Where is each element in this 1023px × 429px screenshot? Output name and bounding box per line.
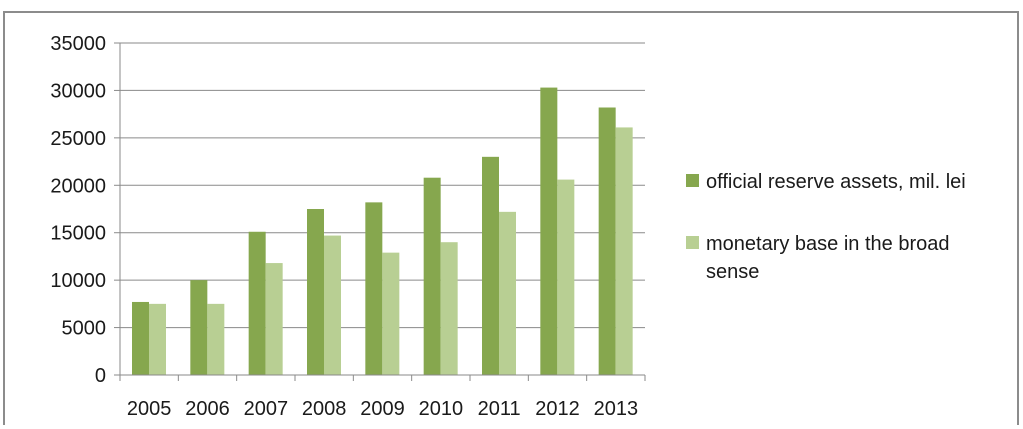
bar-monetary-base: [382, 252, 400, 375]
x-tick-label: 2006: [185, 398, 230, 420]
bar-official-reserve-assets: [423, 177, 441, 375]
bar-monetary-base: [324, 235, 341, 375]
legend-swatch: [686, 174, 699, 187]
bar-monetary-base: [265, 263, 283, 375]
y-tick-label: 10000: [50, 270, 106, 292]
x-tick-label: 2007: [244, 398, 289, 420]
legend-label: sense: [706, 261, 759, 283]
bar-official-reserve-assets: [482, 156, 499, 375]
bar-official-reserve-assets: [598, 107, 616, 375]
bar-monetary-base: [557, 179, 575, 375]
legend-label: official reserve assets, mil. lei: [706, 171, 966, 193]
y-tick-label: 20000: [50, 175, 106, 197]
y-axis-ticks: 0 5000 10000 15000 20000 25000 30000 35000: [50, 33, 106, 387]
axes: [114, 42, 646, 381]
bar-official-reserve-assets: [365, 202, 383, 375]
y-tick-label: 30000: [50, 80, 106, 102]
x-tick-label: 2013: [594, 398, 639, 420]
x-tick-label: 2008: [302, 398, 347, 420]
x-tick-label: 2005: [127, 398, 172, 420]
y-tick-label: 0: [95, 365, 106, 387]
bar-official-reserve-assets: [132, 301, 149, 375]
bar-monetary-base: [440, 242, 458, 375]
bar-official-reserve-assets: [540, 87, 558, 375]
bar-monetary-base: [499, 211, 516, 375]
legend-label: monetary base in the broad: [706, 233, 950, 255]
x-tick-label: 2012: [535, 398, 580, 420]
legend-swatch: [686, 236, 699, 249]
x-axis-ticks: 2005 2006 2007 2008 2009 2010 2011 2012 2013: [127, 398, 638, 420]
x-tick-label: 2011: [478, 398, 521, 420]
bar-monetary-base: [207, 303, 225, 375]
bar-official-reserve-assets: [248, 231, 266, 375]
bar-official-reserve-assets: [307, 209, 324, 375]
chart-frame: [3, 11, 1019, 425]
bar-official-reserve-assets: [190, 280, 208, 375]
legend: official reserve assets, mil. lei monetar…: [686, 171, 966, 283]
bars: [132, 87, 633, 376]
y-tick-label: 25000: [50, 128, 106, 150]
bar-monetary-base: [615, 127, 633, 376]
x-tick-label: 2009: [360, 398, 405, 420]
y-tick-label: 5000: [62, 318, 107, 340]
y-tick-label: 35000: [50, 33, 106, 55]
bar-monetary-base: [149, 303, 166, 375]
x-tick-label: 2010: [419, 398, 464, 420]
y-tick-label: 15000: [50, 223, 106, 245]
